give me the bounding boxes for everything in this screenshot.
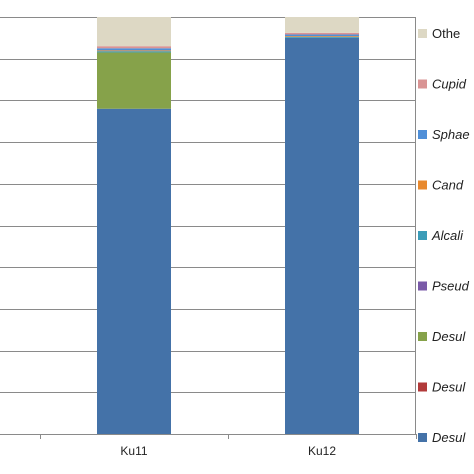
legend-label: Desul xyxy=(432,380,466,395)
x-tick-labels: Ku11 Ku12 xyxy=(120,444,336,458)
legend-label: Sphae xyxy=(432,127,470,142)
legend: Desul Desul Desul Pseud Alcali Cand Sphae Cupid… xyxy=(418,26,470,445)
legend-label: Cand xyxy=(432,178,464,193)
bar-segment-ku11-s6 xyxy=(97,48,171,51)
bar-segment-ku12-s5 xyxy=(285,36,359,38)
bar-segment-ku12-s0 xyxy=(285,37,359,434)
legend-label: Pseud xyxy=(432,279,470,294)
legend-label: Desul xyxy=(432,329,466,344)
legend-swatch xyxy=(418,79,427,89)
legend-swatch xyxy=(418,29,427,38)
bar-segment-ku12-s7 xyxy=(285,32,359,35)
legend-label: Alcali xyxy=(431,228,464,243)
bars xyxy=(97,17,359,435)
bar-segment-ku12-s6 xyxy=(285,34,359,37)
bar-segment-ku11-s2 xyxy=(97,52,171,109)
x-tick-label: Ku11 xyxy=(120,444,147,458)
axes xyxy=(0,17,417,439)
legend-swatch xyxy=(418,332,427,341)
bar-segment-ku11-s4 xyxy=(97,51,171,53)
legend-label: Cupid xyxy=(432,77,467,92)
legend-swatch xyxy=(418,433,427,442)
bar-segment-ku11-s7 xyxy=(97,46,171,49)
legend-swatch xyxy=(418,130,427,139)
legend-swatch xyxy=(418,382,427,392)
legend-swatch xyxy=(418,231,427,240)
bar-segment-ku11-s0 xyxy=(97,108,171,435)
bar-segment-ku12-s4 xyxy=(285,37,359,38)
legend-swatch xyxy=(418,281,427,291)
bar-segment-ku11-s5 xyxy=(97,50,171,52)
x-tick-label: Ku12 xyxy=(308,444,336,458)
legend-label: Desul xyxy=(432,430,466,445)
bar-segment-ku12-s8 xyxy=(285,17,359,33)
legend-swatch xyxy=(418,180,427,190)
legend-label: Othe xyxy=(432,26,460,41)
bar-segment-ku11-s8 xyxy=(97,17,171,47)
